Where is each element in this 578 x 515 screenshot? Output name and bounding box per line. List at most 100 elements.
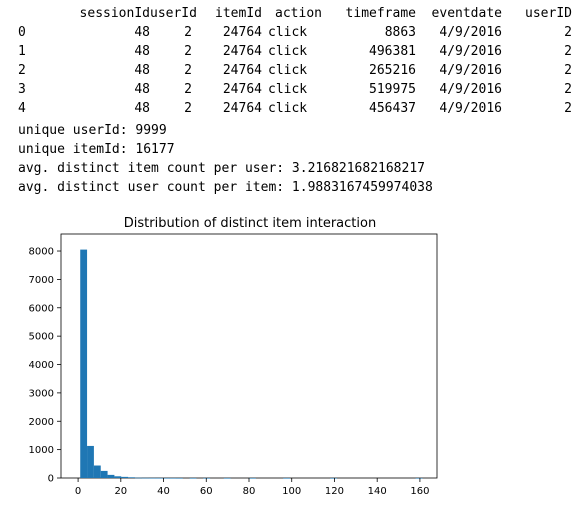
table-cell: click xyxy=(268,44,308,59)
printed-statistics: unique userId: 9999 unique itemId: 16177… xyxy=(18,121,433,197)
histogram-chart: Distribution of distinct item interactio… xyxy=(29,216,438,497)
row-index: 3 xyxy=(18,82,26,97)
table-cell: 265216 xyxy=(369,63,416,78)
column-header: itemId xyxy=(215,6,262,21)
avg-user-per-item-line: avg. distinct user count per item: 1.988… xyxy=(18,180,433,195)
table-cell: 4/9/2016 xyxy=(439,63,502,78)
column-header: eventdate xyxy=(431,6,502,21)
histogram-bar xyxy=(80,249,88,478)
unique-itemid-line: unique itemId: 16177 xyxy=(18,142,175,157)
table-cell: 2 xyxy=(564,44,572,59)
unique-userid-line: unique userId: 9999 xyxy=(18,123,167,138)
plot-area-frame xyxy=(60,233,438,479)
x-tick-label: 160 xyxy=(410,486,429,497)
x-tick-label: 0 xyxy=(75,486,81,497)
avg-item-per-user-line: avg. distinct item count per user: 3.216… xyxy=(18,161,425,176)
histogram-bar xyxy=(169,477,176,479)
table-cell: click xyxy=(268,25,308,40)
table-cell: 24764 xyxy=(222,82,262,97)
table-cell: 2 xyxy=(564,63,572,78)
dataframe-row: 2 48 2 24764 click 265216 4/9/2016 2 xyxy=(0,61,578,80)
x-tick-label: 100 xyxy=(282,486,301,497)
table-cell: 4/9/2016 xyxy=(439,82,502,97)
histogram-bar xyxy=(162,477,170,479)
column-header: userId xyxy=(150,6,197,21)
row-index: 4 xyxy=(18,101,26,116)
histogram-bar xyxy=(175,477,183,479)
table-cell: click xyxy=(268,82,308,97)
table-cell: 2 xyxy=(184,101,192,116)
table-cell: 4/9/2016 xyxy=(439,44,502,59)
table-cell: 24764 xyxy=(222,44,262,59)
table-cell: 2 xyxy=(564,101,572,116)
y-tick-label: 7000 xyxy=(29,275,54,286)
table-cell: 2 xyxy=(564,82,572,97)
y-tick-label: 2000 xyxy=(29,417,54,428)
table-cell: 456437 xyxy=(369,101,416,116)
x-tick-label: 20 xyxy=(114,486,127,497)
column-header: action xyxy=(275,6,322,21)
table-cell: 24764 xyxy=(222,63,262,78)
histogram-bar xyxy=(155,477,163,479)
histogram-bar xyxy=(148,477,156,479)
table-cell: 2 xyxy=(184,44,192,59)
x-tick-label: 120 xyxy=(325,486,344,497)
row-index: 2 xyxy=(18,63,26,78)
y-tick-label: 8000 xyxy=(29,247,54,258)
table-cell: 24764 xyxy=(222,25,262,40)
y-tick-label: 0 xyxy=(48,474,54,485)
histogram-bar xyxy=(134,477,142,479)
histogram-bar xyxy=(249,477,256,479)
table-cell: 24764 xyxy=(222,101,262,116)
histogram-bar xyxy=(223,477,231,479)
chart-title: Distribution of distinct item interactio… xyxy=(124,216,376,231)
x-tick-label: 60 xyxy=(200,486,213,497)
table-cell: 48 xyxy=(134,82,150,97)
column-header: sessionId xyxy=(79,6,150,21)
table-cell: 2 xyxy=(184,63,192,78)
table-cell: 4/9/2016 xyxy=(439,25,502,40)
histogram-bar xyxy=(203,477,211,479)
histogram-bar xyxy=(415,477,423,479)
y-tick-label: 4000 xyxy=(29,360,54,371)
table-cell: click xyxy=(268,63,308,78)
histogram-bar xyxy=(330,477,338,479)
dataframe-row: 1 48 2 24764 click 496381 4/9/2016 2 xyxy=(0,42,578,61)
table-cell: 4/9/2016 xyxy=(439,101,502,116)
x-tick-label: 40 xyxy=(157,486,170,497)
histogram-bar xyxy=(87,445,94,478)
histogram-bar xyxy=(107,474,115,478)
dataframe-output: sessionId userId itemId action timeframe… xyxy=(0,4,578,118)
x-tick-label: 80 xyxy=(243,486,256,497)
table-cell: click xyxy=(268,101,308,116)
y-tick-label: 5000 xyxy=(29,332,54,343)
histogram-bar xyxy=(114,476,122,478)
table-cell: 496381 xyxy=(369,44,416,59)
y-tick-label: 3000 xyxy=(29,388,54,399)
dataframe-header-row: sessionId userId itemId action timeframe… xyxy=(0,4,578,23)
table-cell: 2 xyxy=(184,82,192,97)
histogram-bar xyxy=(128,477,135,478)
histogram-bar xyxy=(283,477,291,479)
histogram-bar xyxy=(141,477,149,479)
table-cell: 2 xyxy=(564,25,572,40)
histogram-bar xyxy=(189,477,197,479)
table-cell: 8863 xyxy=(384,25,416,40)
column-header: timeframe xyxy=(345,6,416,21)
row-index: 0 xyxy=(18,25,26,40)
row-index: 1 xyxy=(18,44,26,59)
table-cell: 48 xyxy=(134,25,150,40)
table-cell: 2 xyxy=(184,25,192,40)
histogram-bar xyxy=(93,465,101,478)
y-tick-label: 1000 xyxy=(29,445,54,456)
table-cell: 519975 xyxy=(369,82,416,97)
column-header: userID xyxy=(525,6,572,21)
histogram-bar xyxy=(121,476,129,478)
histogram-figure: Distribution of distinct item interactio… xyxy=(0,208,578,510)
dataframe-row: 4 48 2 24764 click 456437 4/9/2016 2 xyxy=(0,99,578,118)
table-cell: 48 xyxy=(134,63,150,78)
histogram-bar xyxy=(100,470,108,478)
dataframe-row: 0 48 2 24764 click 8863 4/9/2016 2 xyxy=(0,23,578,42)
x-tick-label: 140 xyxy=(368,486,387,497)
table-cell: 48 xyxy=(134,44,150,59)
